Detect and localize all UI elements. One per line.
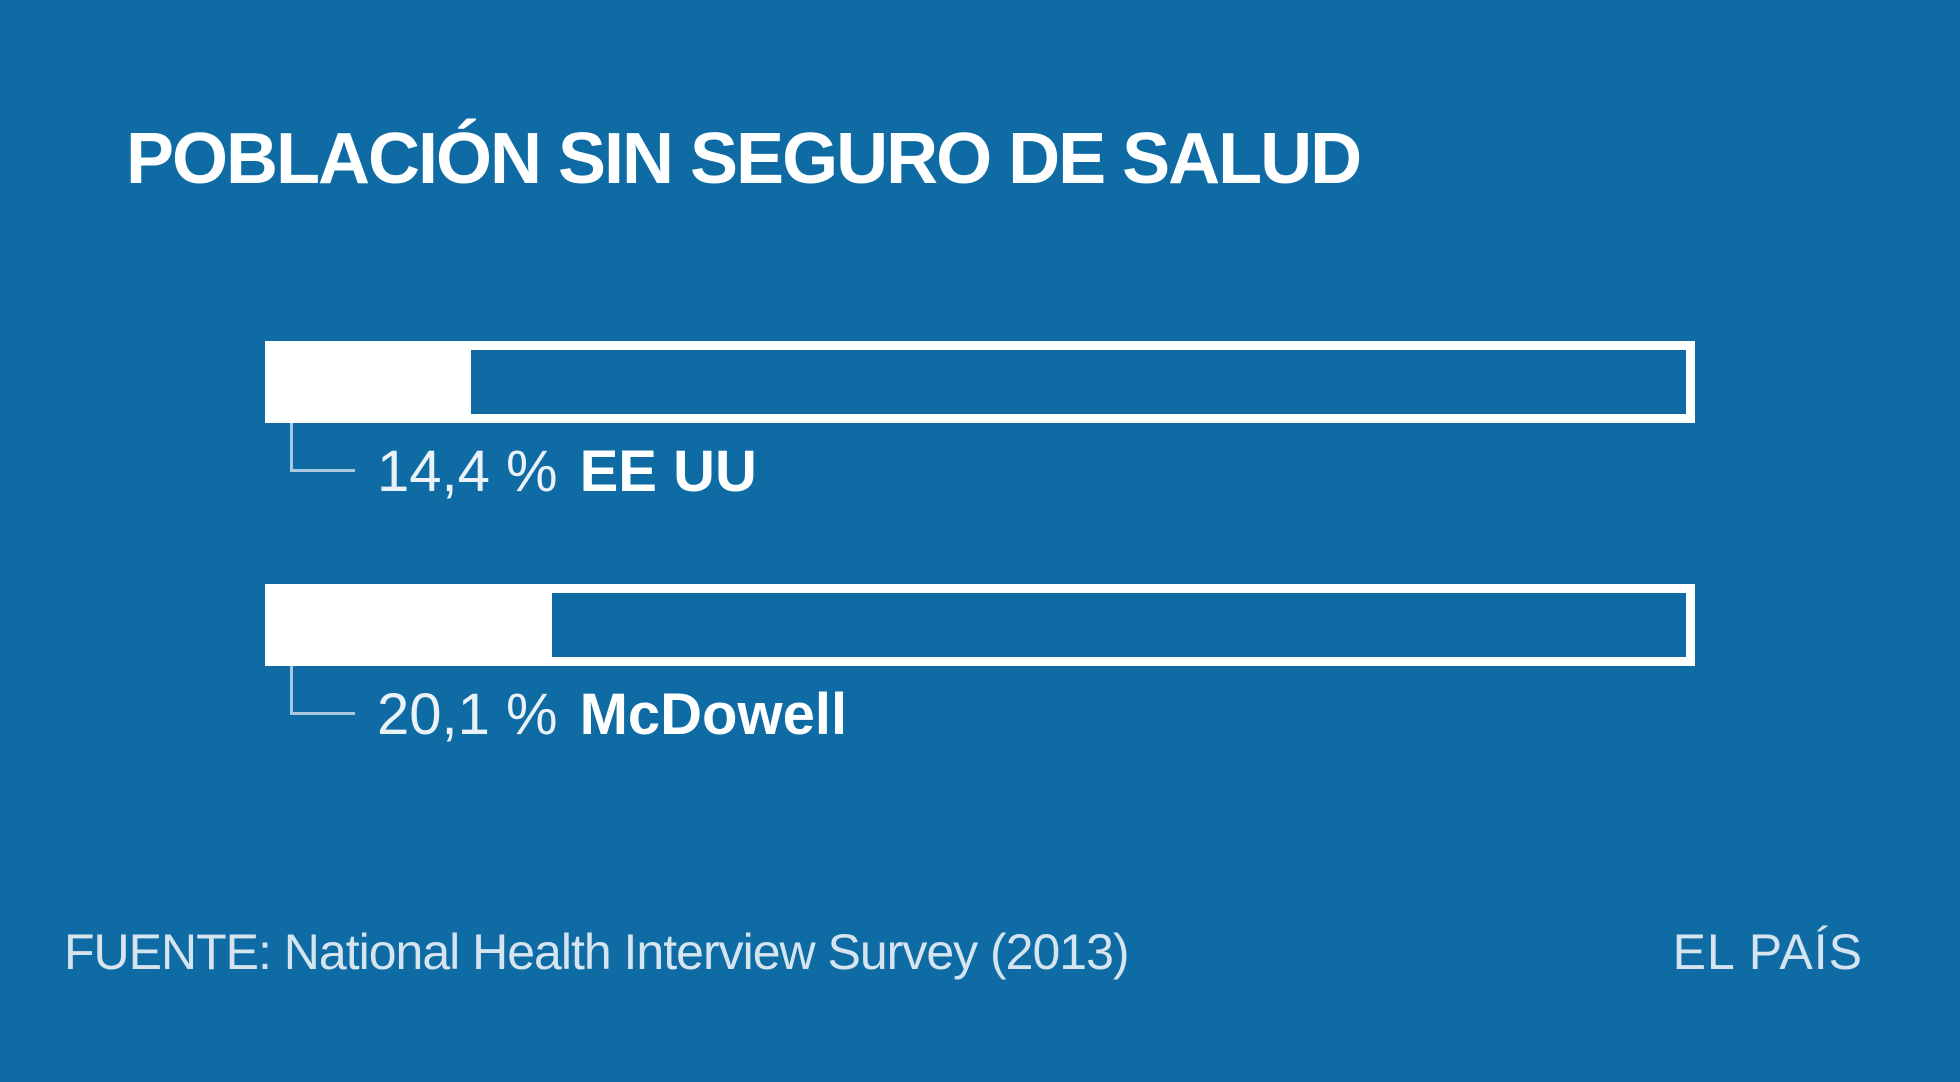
brand-el-pais: EL PAÍS: [1672, 924, 1863, 980]
bar-category-eeuu: EE UU: [579, 439, 757, 504]
bar-fill-mcdowell: [265, 584, 553, 666]
connector-line-mcdowell: [290, 666, 355, 715]
bar-label-eeuu: 14,4 % EE UU: [377, 440, 757, 504]
bar-outline-mcdowell: [265, 584, 1695, 666]
chart-title: POBLACIÓN SIN SEGURO DE SALUD: [126, 119, 1362, 199]
bar-value-mcdowell: 20,1 %: [377, 682, 558, 747]
bar-fill-eeuu: [265, 341, 471, 423]
source-note: FUENTE: National Health Interview Survey…: [64, 924, 1130, 980]
connector-line-eeuu: [290, 423, 355, 472]
bar-value-eeuu: 14,4 %: [377, 439, 558, 504]
bar-label-mcdowell: 20,1 % McDowell: [377, 683, 847, 747]
bar-eeuu: [265, 341, 1695, 423]
bar-outline-eeuu: [265, 341, 1695, 423]
bar-category-mcdowell: McDowell: [579, 682, 848, 747]
bar-mcdowell: [265, 584, 1695, 666]
